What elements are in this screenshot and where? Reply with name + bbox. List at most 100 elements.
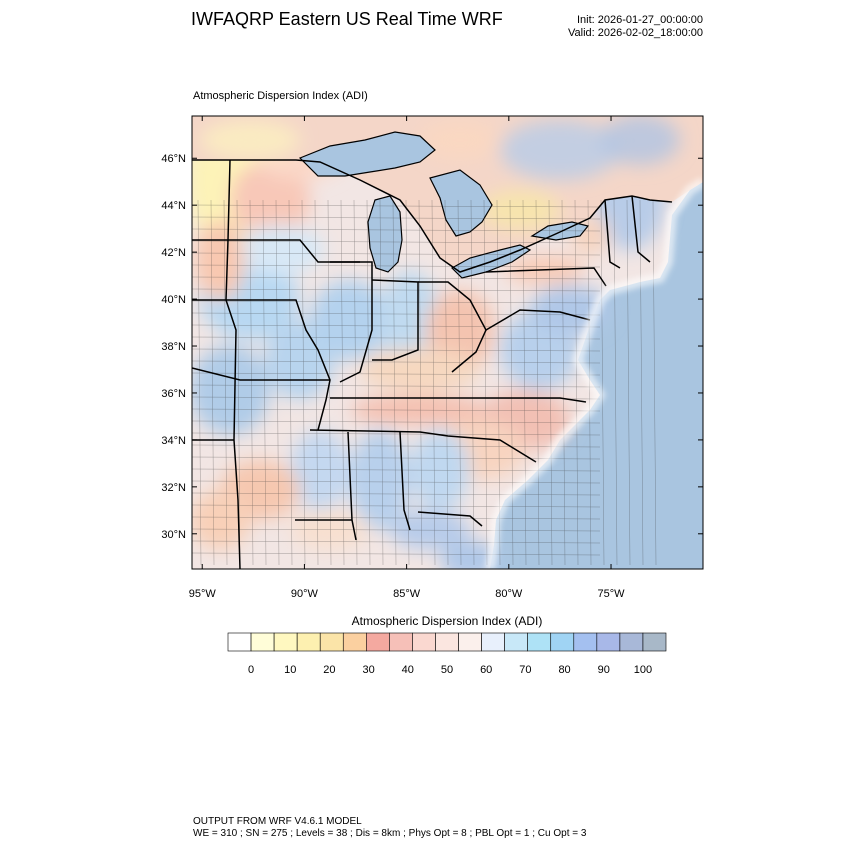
county-line	[192, 324, 601, 328]
county-line	[192, 420, 601, 424]
county-line	[483, 199, 488, 566]
legend-swatch	[527, 632, 552, 652]
legend-swatch	[550, 632, 575, 652]
legend-tick-label: 50	[441, 664, 453, 676]
legend-swatch	[504, 632, 528, 652]
county-line	[223, 199, 228, 566]
legend-tick-label: 80	[558, 664, 570, 676]
main-title: IWFAQRP Eastern US Real Time WRF	[191, 9, 503, 29]
legend-swatch	[412, 632, 436, 652]
county-line	[379, 199, 384, 566]
legend-swatch	[366, 632, 390, 652]
county-line	[392, 199, 397, 566]
county-line	[548, 199, 553, 566]
legend-tick-labels: 0 10 20 30 40 50 60 70 80 90 100	[248, 664, 652, 676]
county-line	[405, 199, 410, 566]
legend-swatch	[342, 632, 367, 652]
county-line	[192, 216, 601, 220]
legend-tick-label: 30	[362, 664, 374, 676]
legend-swatch	[227, 632, 252, 652]
legend-swatch	[458, 632, 482, 652]
county-line	[444, 199, 449, 566]
legend-swatch	[619, 632, 644, 652]
footer-model-params: WE = 310 ; SN = 275 ; Levels = 38 ; Dis …	[193, 828, 587, 839]
county-line	[192, 444, 601, 448]
lat-label: 34°N	[161, 435, 186, 447]
county-line	[192, 516, 601, 520]
lon-label: 85°W	[393, 588, 421, 600]
county-line	[613, 199, 618, 566]
footer-model-info: OUTPUT FROM WRF V4.6.1 MODEL	[193, 816, 362, 827]
county-line	[353, 199, 358, 566]
county-line	[366, 199, 371, 566]
county-line	[192, 336, 601, 340]
county-line	[192, 528, 601, 532]
legend-tick-label: 20	[323, 664, 335, 676]
lake-superior	[298, 131, 436, 177]
legend-swatch	[642, 632, 667, 652]
county-line	[192, 432, 601, 436]
county-line	[626, 199, 631, 566]
county-line	[210, 199, 215, 566]
county-line	[192, 288, 601, 292]
legend-swatch	[435, 632, 459, 652]
county-line	[652, 199, 657, 566]
legend-swatch	[481, 632, 505, 652]
county-line	[192, 276, 601, 280]
county-line	[192, 252, 601, 256]
lat-label: 44°N	[161, 200, 186, 212]
lon-label: 90°W	[291, 588, 319, 600]
legend-tick-label: 60	[480, 664, 492, 676]
county-line	[600, 199, 605, 566]
legend-tick-label: 70	[519, 664, 531, 676]
county-line	[192, 264, 601, 268]
county-line	[192, 312, 601, 316]
county-line	[275, 199, 280, 566]
legend-swatch	[273, 632, 298, 652]
coast-halo	[485, 177, 703, 569]
legend-tick-label: 10	[284, 664, 296, 676]
plot-title: Atmospheric Dispersion Index (ADI)	[193, 90, 368, 102]
county-line	[192, 456, 601, 460]
legend-swatch	[296, 632, 321, 652]
lat-label: 42°N	[161, 247, 186, 259]
county-line	[192, 372, 601, 376]
legend-title: Atmospheric Dispersion Index (ADI)	[351, 614, 543, 628]
color-legend	[227, 632, 667, 652]
county-line	[314, 199, 319, 566]
county-line	[574, 199, 579, 566]
county-line	[418, 199, 423, 566]
county-line	[192, 492, 601, 496]
county-line	[192, 540, 601, 544]
county-line	[639, 199, 644, 566]
state-boundaries	[192, 159, 673, 569]
valid-time: Valid: 2026-02-02_18:00:00	[568, 27, 703, 39]
map-area	[192, 116, 703, 569]
longitude-axis: 95°W 90°W 85°W 80°W 75°W	[189, 116, 625, 600]
county-line	[431, 199, 436, 566]
lat-label: 36°N	[161, 388, 186, 400]
legend-swatch	[573, 632, 598, 652]
canada-adi	[200, 116, 680, 230]
lon-label: 95°W	[189, 588, 217, 600]
county-line	[522, 199, 527, 566]
lat-label: 40°N	[161, 294, 186, 306]
map-frame	[191, 115, 704, 570]
legend-tick-label: 100	[634, 664, 652, 676]
legend-swatch	[250, 632, 275, 652]
county-line	[457, 199, 462, 566]
legend-swatch	[389, 632, 413, 652]
county-line	[192, 360, 601, 364]
legend-tick-label: 90	[598, 664, 610, 676]
legend-swatch	[319, 632, 344, 652]
county-line	[340, 199, 345, 566]
county-line	[262, 199, 267, 566]
county-line	[192, 504, 601, 508]
county-line	[192, 408, 601, 412]
county-line	[192, 228, 601, 232]
county-line	[236, 199, 241, 566]
legend-tick-label: 0	[248, 664, 254, 676]
county-line	[288, 199, 293, 566]
county-line	[192, 300, 601, 304]
